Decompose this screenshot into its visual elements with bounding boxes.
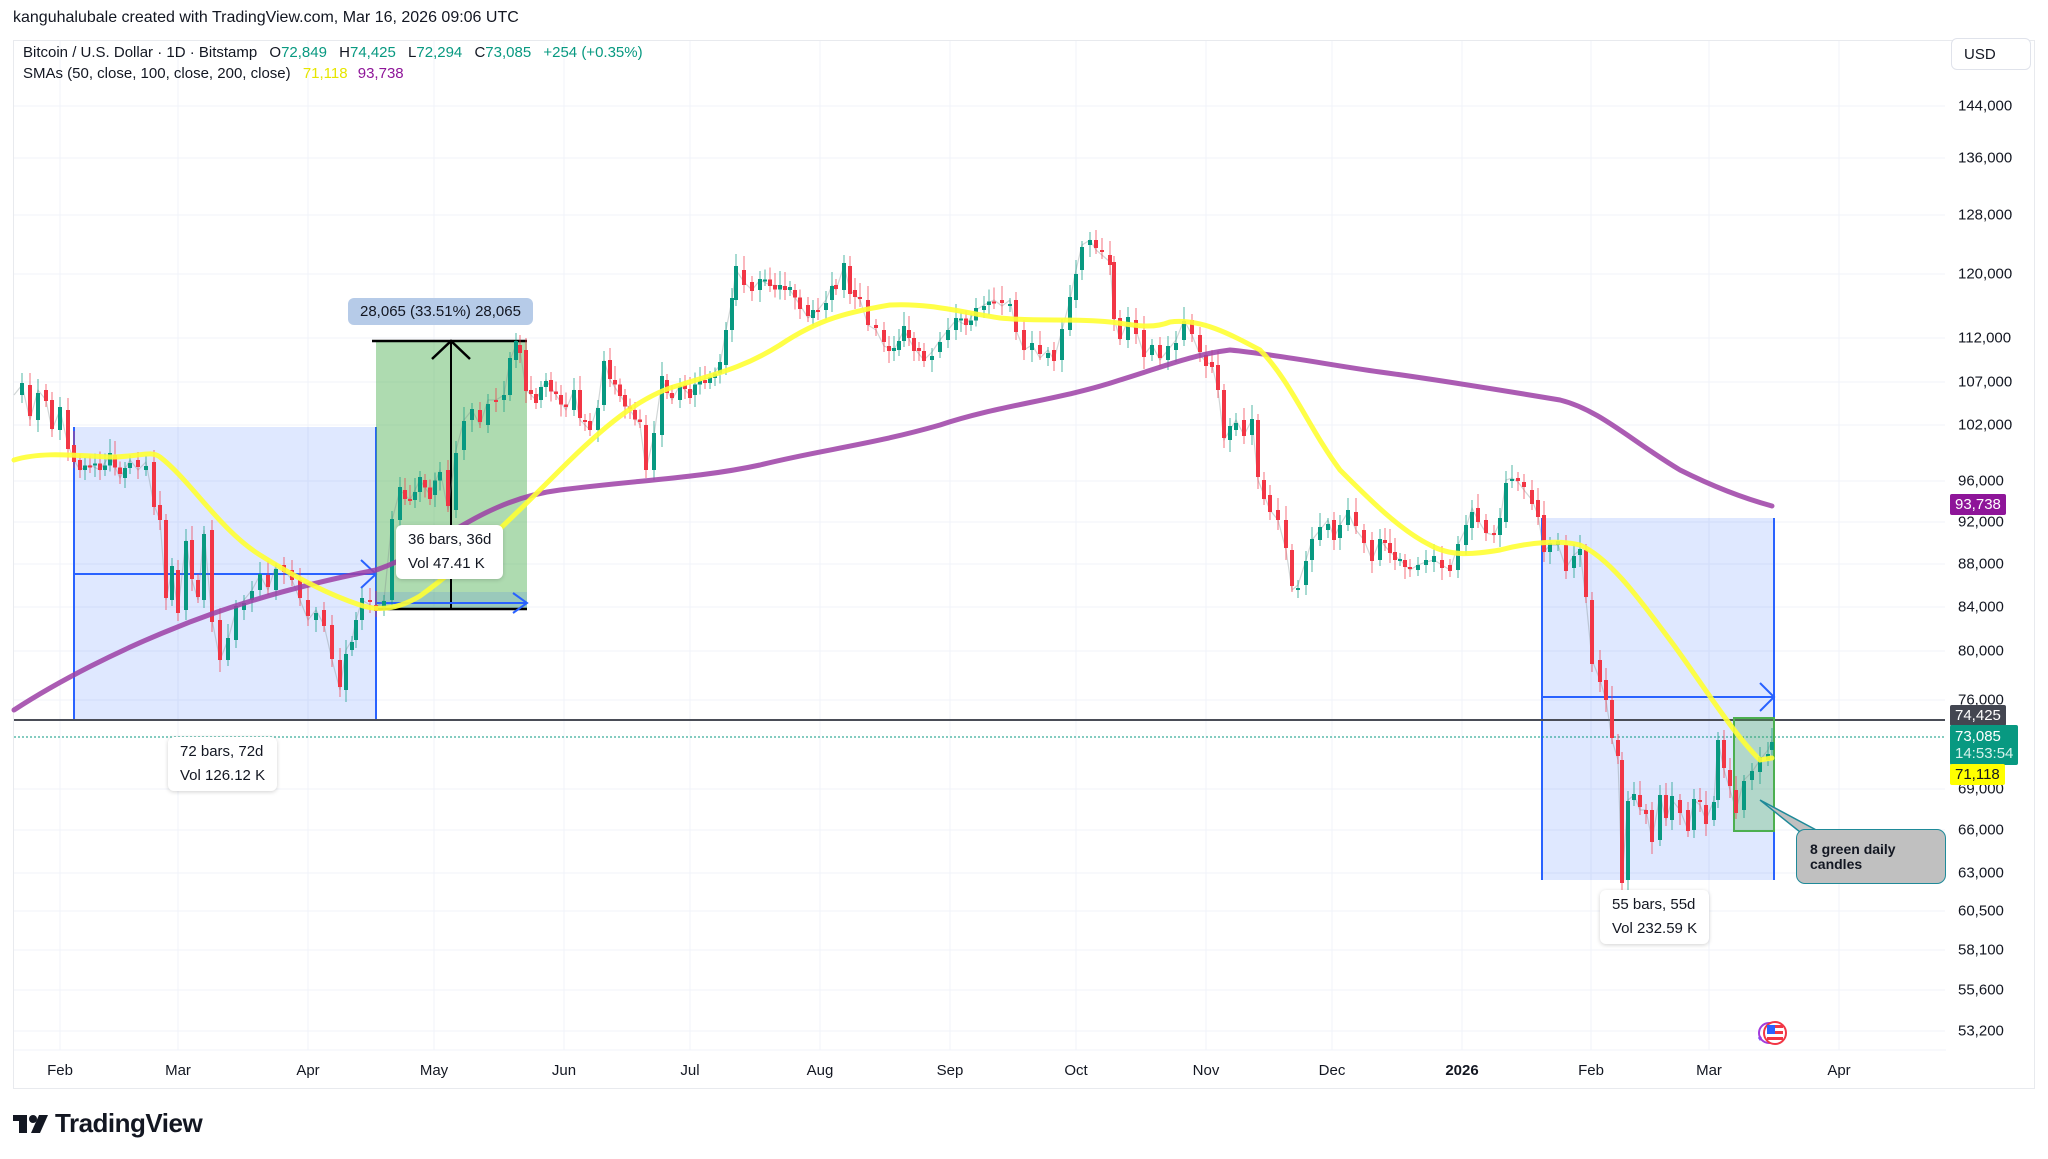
time-tick: Mar xyxy=(165,1062,191,1079)
tradingview-logo[interactable]: TradingView xyxy=(13,1108,203,1139)
time-tick: Nov xyxy=(1192,1062,1220,1079)
candle-bars xyxy=(20,230,1774,893)
middle-range-change-label: 28,065 (33.51%) 28,065 xyxy=(348,298,533,325)
price-tick: 53,200 xyxy=(1958,1022,2004,1040)
time-tick: Oct xyxy=(1064,1062,1088,1079)
sma50-line xyxy=(11,302,1775,763)
left-range-label: 72 bars, 72d Vol 126.12 K xyxy=(168,737,278,791)
high-label: H xyxy=(339,44,350,61)
open-label: O xyxy=(269,44,282,61)
price-tick: 84,000 xyxy=(1958,598,2004,616)
time-tick: Apr xyxy=(1827,1062,1851,1079)
last-price-value: 73,085 xyxy=(1955,728,2001,745)
time-tick: Dec xyxy=(1318,1062,1346,1079)
close-value: 73,085 xyxy=(485,44,532,61)
price-tick: 102,000 xyxy=(1958,416,2013,434)
price-tick: 92,000 xyxy=(1958,513,2004,531)
time-tick: Jul xyxy=(680,1062,700,1079)
time-tick: Jun xyxy=(551,1062,577,1079)
left-range-bars: 72 bars, 72d xyxy=(180,743,264,760)
sma200-line xyxy=(11,347,1775,713)
price-tick: 107,000 xyxy=(1958,373,2013,391)
grid-horizontal xyxy=(14,105,1945,1032)
sma200-price-tag: 93,738 xyxy=(1950,494,2006,515)
sma-legend: SMAs (50, close, 100, close, 200, close)… xyxy=(23,65,404,82)
last-price-tag: 73,085 14:53:54 xyxy=(1950,725,2019,765)
high-price-tag: 74,425 xyxy=(1950,705,2006,726)
price-tick: 120,000 xyxy=(1958,265,2013,283)
low-value: 72,294 xyxy=(416,44,463,61)
right-range-label: 55 bars, 55d Vol 232.59 K xyxy=(1600,890,1710,944)
time-tick: Aug xyxy=(806,1062,834,1079)
symbol-title[interactable]: Bitcoin / U.S. Dollar · 1D · Bitstamp xyxy=(23,44,258,61)
price-tick: 80,000 xyxy=(1958,642,2004,660)
chart-pane[interactable] xyxy=(13,40,2035,1089)
sma50-price-tag: 71,118 xyxy=(1950,764,2005,785)
economic-event-flag-icon[interactable] xyxy=(1754,1020,1790,1050)
tradingview-logo-text: TradingView xyxy=(55,1108,203,1138)
open-value: 72,849 xyxy=(281,44,327,61)
time-tick: May xyxy=(419,1062,449,1079)
sma50-value: 71,118 xyxy=(302,65,348,82)
price-tick: 60,500 xyxy=(1958,902,2004,920)
price-tick: 55,600 xyxy=(1958,981,2004,999)
middle-range-volume: Vol 47.41 K xyxy=(408,555,485,572)
time-tick-year: 2026 xyxy=(1445,1062,1479,1079)
attribution-header: kanguhalubale created with TradingView.c… xyxy=(13,9,519,26)
currency-button[interactable]: USD xyxy=(1951,38,2031,70)
middle-range-label: 36 bars, 36d Vol 47.41 K xyxy=(396,525,504,579)
price-tick: 76,000 xyxy=(1958,691,2004,709)
price-tick: 66,000 xyxy=(1958,821,2004,839)
middle-range-bars: 36 bars, 36d xyxy=(408,531,492,548)
price-tick: 136,000 xyxy=(1958,149,2013,167)
close-label: C xyxy=(474,44,486,61)
price-tick: 96,000 xyxy=(1958,472,2004,490)
price-tick: 144,000 xyxy=(1958,97,2013,115)
high-value: 74,425 xyxy=(349,44,396,61)
change-value: +254 (+0.35%) xyxy=(543,44,643,61)
time-tick: Feb xyxy=(47,1062,73,1079)
price-tick: 88,000 xyxy=(1958,555,2004,573)
tradingview-logo-icon xyxy=(13,1114,48,1133)
time-tick: Feb xyxy=(1578,1062,1604,1079)
time-tick: Apr xyxy=(296,1062,320,1079)
sma-label[interactable]: SMAs (50, close, 100, close, 200, close) xyxy=(23,65,291,82)
left-range-volume: Vol 126.12 K xyxy=(180,767,266,784)
green-candles-callout[interactable]: 8 green daily candles xyxy=(1796,829,1946,884)
price-tick: 58,100 xyxy=(1958,941,2004,959)
sma200-value: 93,738 xyxy=(357,65,404,82)
candle-body-group xyxy=(13,239,1773,881)
right-range-volume: Vol 232.59 K xyxy=(1612,920,1698,937)
time-tick: Sep xyxy=(936,1062,964,1079)
ohlc-legend: Bitcoin / U.S. Dollar · 1D · Bitstamp O7… xyxy=(23,44,643,61)
price-tick: 128,000 xyxy=(1958,206,2013,224)
price-tick: 112,000 xyxy=(1958,329,2012,347)
price-tick: 63,000 xyxy=(1958,864,2004,882)
time-tick: Mar xyxy=(1696,1062,1722,1079)
bar-countdown: 14:53:54 xyxy=(1955,745,2014,762)
low-label: L xyxy=(408,44,417,61)
right-range-bars: 55 bars, 55d xyxy=(1612,896,1696,913)
